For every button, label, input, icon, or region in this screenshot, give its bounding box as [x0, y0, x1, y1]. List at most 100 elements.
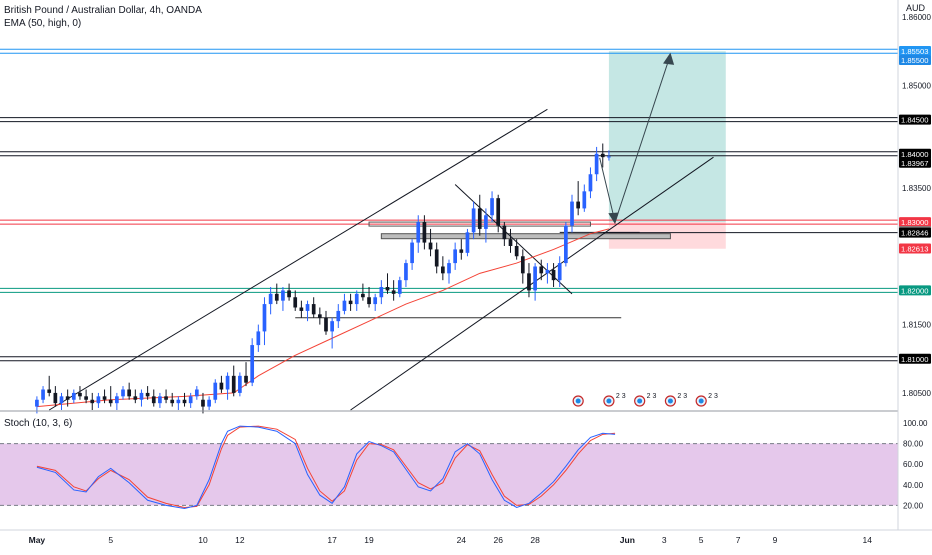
candle-body [121, 389, 125, 397]
candle-body [428, 242, 433, 250]
price-tag-label: 1.82613 [901, 245, 928, 254]
candle-body [127, 389, 132, 397]
candle-body [244, 375, 248, 383]
candle-body [274, 293, 279, 301]
candle [539, 259, 544, 281]
candle [373, 293, 378, 311]
candle-body [287, 290, 291, 298]
time-tick-label: 24 [457, 535, 467, 545]
candle [108, 386, 113, 407]
candle-body [311, 304, 316, 315]
candle-body [317, 314, 322, 318]
event-marker-dot [606, 398, 612, 404]
candle-body [533, 266, 537, 291]
candle-body [90, 399, 95, 404]
time-tick-label: 12 [235, 535, 245, 545]
trend-drawings [48, 52, 714, 411]
price-tick-label: 1.81500 [902, 321, 931, 330]
event-marker-dot [575, 398, 581, 404]
candle [96, 392, 101, 408]
candle-body [361, 293, 365, 298]
candle [477, 194, 482, 236]
candle [256, 324, 261, 352]
candle-body [496, 198, 501, 226]
candle-body [268, 293, 273, 305]
candle [274, 283, 279, 305]
support-box [380, 233, 671, 240]
candle-body [434, 249, 439, 267]
candle-body [47, 389, 52, 393]
channel-upper-line [48, 108, 548, 411]
price-tag-label: 1.85503 [901, 47, 928, 56]
candle [342, 293, 347, 315]
candle [385, 273, 390, 294]
candle [238, 372, 242, 397]
candle-body [354, 293, 359, 305]
candle-body [520, 256, 525, 274]
price-tag-label: 1.82000 [901, 286, 928, 295]
price-tag: 1.85503 [899, 46, 931, 57]
candle-body [471, 208, 476, 233]
candle-body [262, 304, 267, 332]
candle-body [164, 396, 168, 400]
candle [151, 389, 156, 407]
position-zones [608, 51, 726, 249]
candle [453, 242, 457, 270]
price-tag-label: 1.83967 [901, 159, 928, 168]
candle-body [600, 153, 605, 158]
candle-body [65, 396, 70, 400]
candle-body [484, 215, 488, 229]
event-marker-dot [667, 398, 673, 404]
price-tick-label: 1.86000 [902, 13, 931, 22]
candle [514, 239, 519, 260]
stoch-k-line [36, 425, 616, 510]
time-tick-label: 5 [108, 535, 113, 545]
candle-body [324, 317, 328, 332]
candle-body [385, 287, 390, 291]
candle-body [342, 300, 347, 311]
price-tag: 1.83967 [899, 157, 931, 168]
candle-body [508, 239, 513, 246]
candle [330, 317, 334, 349]
stoch-legend[interactable]: Stoch (10, 3, 6) [4, 418, 73, 429]
candle-body [71, 392, 76, 400]
price-tag: 1.81000 [899, 353, 931, 364]
candle-body [441, 266, 445, 274]
event-marker-label: 2 3 [616, 393, 626, 400]
candle-body [170, 399, 175, 404]
candle-body [459, 249, 464, 253]
time-tick-label: 10 [198, 535, 208, 545]
candle-body [404, 263, 408, 281]
price-axis-bg [898, 0, 932, 550]
price-tag-bg [899, 285, 931, 296]
candle [59, 392, 64, 410]
candle-body [238, 375, 242, 393]
candle [520, 249, 525, 284]
candle-body [336, 310, 341, 322]
candle-body [96, 396, 101, 404]
candle [287, 283, 291, 301]
stoch-tick-label: 20.00 [903, 501, 924, 510]
candle [250, 338, 255, 387]
candle-body [299, 307, 304, 311]
symbol-title[interactable]: British Pound / Australian Dollar, 4h, O… [4, 5, 202, 16]
candle-body [551, 269, 556, 281]
candle [434, 242, 439, 274]
candle [299, 300, 304, 318]
price-tag: 1.82846 [899, 227, 931, 238]
price-tag-bg [899, 55, 931, 66]
stoch-tick-label: 80.00 [903, 440, 924, 449]
candle [557, 256, 562, 287]
candle-body [373, 297, 378, 305]
ema-legend[interactable]: EMA (50, high, 0) [4, 18, 82, 29]
price-tick-label: 1.83500 [902, 184, 931, 193]
candle [379, 280, 384, 305]
event-marker-label: 2 3 [677, 393, 687, 400]
candle-body [207, 399, 211, 407]
price-tick-label: 1.80500 [902, 389, 931, 398]
stochastic-pane [0, 425, 898, 510]
candle-body [527, 273, 531, 291]
